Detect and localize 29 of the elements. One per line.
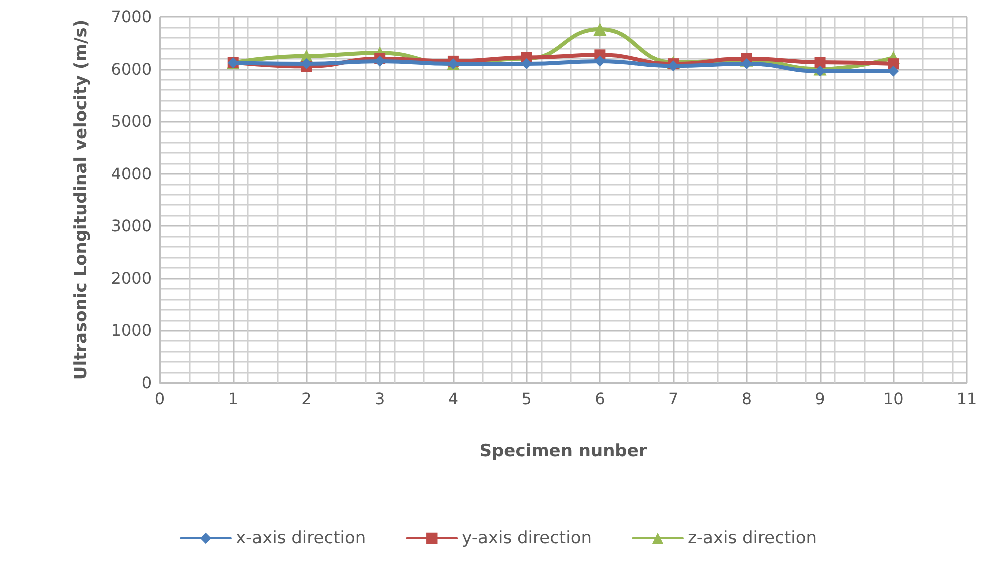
x-tick-label: 2 [302, 390, 312, 408]
y-axis-title: Ultrasonic Longitudinal velocity (m/s) [72, 20, 92, 380]
x-tick-label: 5 [522, 390, 532, 408]
y-tick-label: 0 [142, 374, 152, 392]
y-tick-label: 7000 [111, 8, 152, 26]
x-tick-label: 7 [668, 390, 679, 408]
y-tick-label: 5000 [111, 112, 152, 132]
x-tick-label: 4 [448, 390, 459, 408]
x-tick-label: 6 [595, 390, 606, 408]
x-tick-label: 1 [228, 390, 238, 408]
y-tick-label: 6000 [111, 60, 152, 79]
legend-label: z-axis direction [688, 528, 818, 548]
legend-label: x-axis direction [236, 528, 366, 548]
y-tick-label: 3000 [111, 216, 152, 236]
y-tick-label: 2000 [111, 268, 152, 288]
x-tick-label: 9 [815, 390, 826, 408]
point [814, 56, 826, 68]
y-tick-label: 4000 [111, 164, 152, 184]
point [888, 58, 900, 70]
x-tick-label: 11 [956, 390, 978, 408]
point [594, 23, 607, 36]
x-tick-label: 8 [742, 390, 752, 408]
x-tick-label: 0 [154, 390, 166, 408]
x-axis-title: Specimen nunber [480, 442, 648, 462]
x-tick-label: 3 [374, 390, 386, 408]
y-tick-label: 1000 [111, 321, 152, 340]
point [888, 66, 900, 77]
x-tick-label: 10 [883, 390, 904, 408]
legend-label: y-axis direction [462, 528, 592, 548]
